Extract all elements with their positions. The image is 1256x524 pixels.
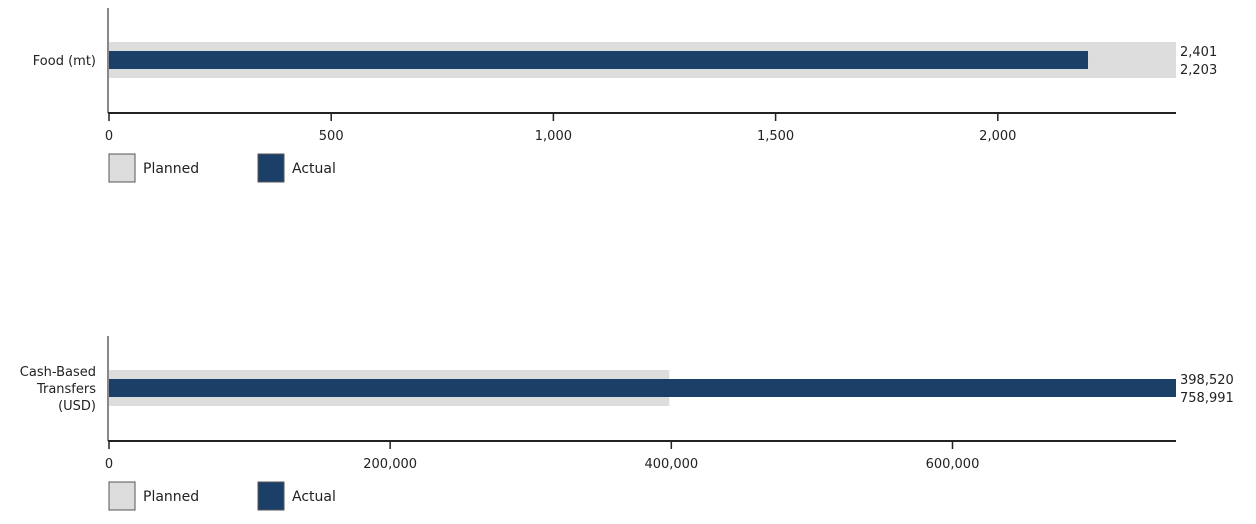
x-tick-label: 1,000 (535, 129, 572, 144)
legend-swatch-actual (257, 481, 285, 511)
x-tick-label: 2,000 (979, 129, 1016, 144)
category-label: Cash-Based Transfers (USD) (20, 365, 96, 414)
data-label-actual: 2,203 (1180, 63, 1217, 78)
category-label: Food (mt) (33, 54, 96, 69)
legend-label-planned: Planned (143, 489, 199, 505)
x-tick-label: 0 (105, 457, 113, 472)
x-tick-label: 200,000 (363, 457, 417, 472)
category-label-line: Transfers (36, 382, 96, 397)
legend-swatch-planned (108, 153, 136, 183)
data-label-actual: 758,991 (1180, 391, 1234, 406)
chart-1: 2,401 2,203 Food (mt) 0 500 1,000 1,500 2,000 Pl… (33, 8, 1217, 183)
category-label-line: Cash-Based (20, 365, 96, 380)
category-label-line: Food (mt) (33, 54, 96, 69)
chart-2: 398,520 758,991 Cash-Based Transfers (USD) 0 2… (20, 336, 1234, 511)
x-tick-label: 500 (319, 129, 344, 144)
legend-swatch-actual (257, 153, 285, 183)
legend-swatch-planned (108, 481, 136, 511)
category-label-line: (USD) (58, 399, 96, 414)
legend-label-planned: Planned (143, 161, 199, 177)
x-tick-label: 1,500 (757, 129, 794, 144)
legend-label-actual: Actual (292, 489, 336, 505)
bar-actual (109, 379, 1176, 397)
x-tick-label: 600,000 (926, 457, 980, 472)
legend-label-actual: Actual (292, 161, 336, 177)
x-tick-label: 0 (105, 129, 113, 144)
data-label-planned: 2,401 (1180, 45, 1217, 60)
data-label-planned: 398,520 (1180, 373, 1234, 388)
x-tick-label: 400,000 (644, 457, 698, 472)
bar-actual (109, 51, 1089, 69)
